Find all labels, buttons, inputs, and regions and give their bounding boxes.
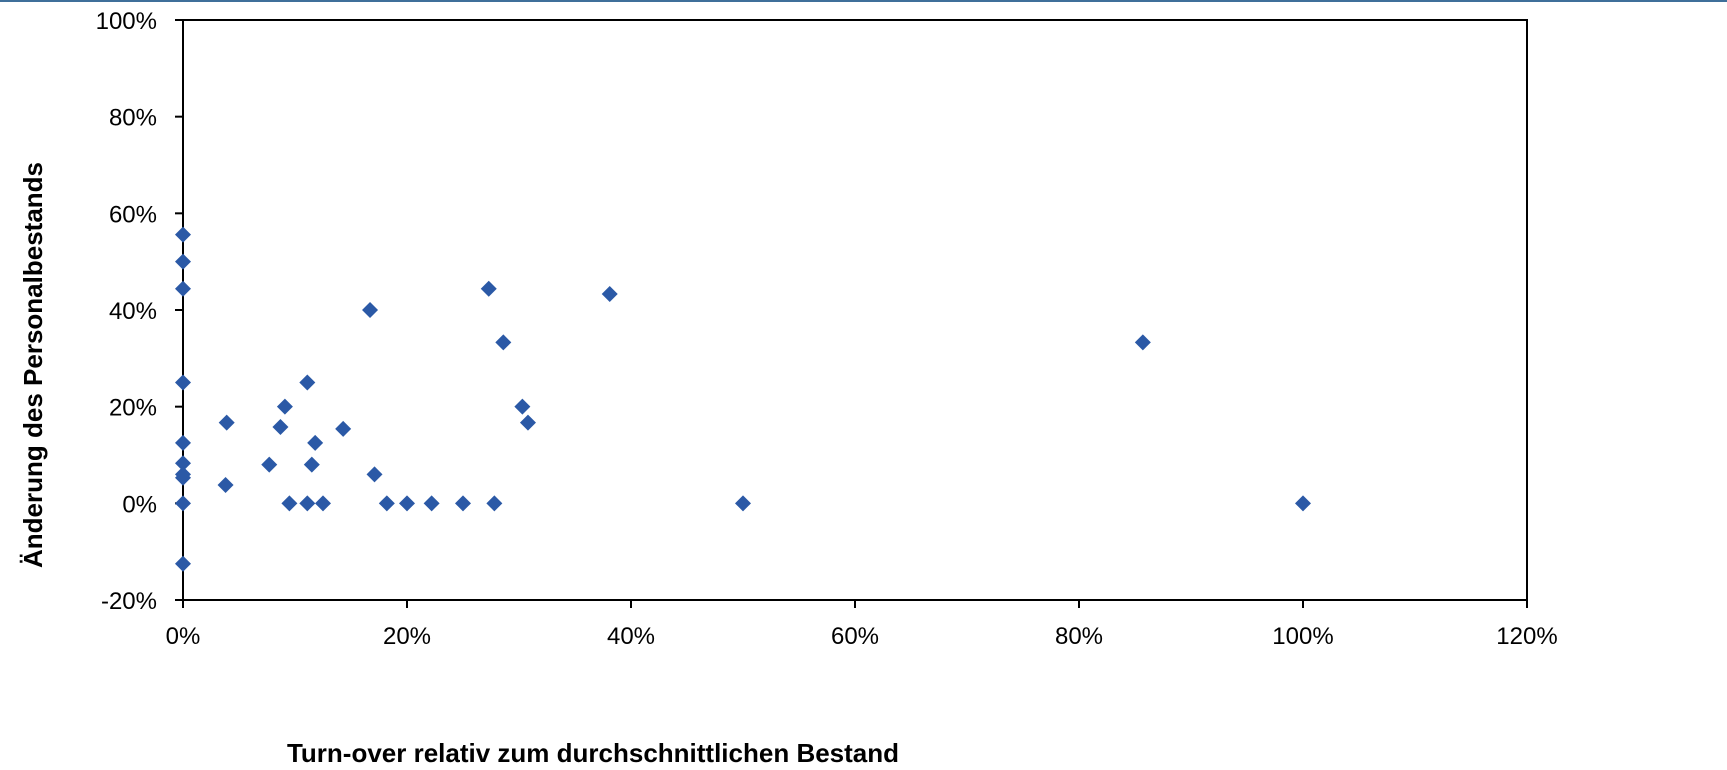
data-point xyxy=(495,334,512,351)
data-point xyxy=(399,495,415,512)
x-tick-label: 120% xyxy=(1496,623,1557,650)
data-point xyxy=(366,466,383,483)
data-point xyxy=(362,302,379,318)
data-point xyxy=(299,495,316,512)
data-point xyxy=(303,456,320,473)
plot-area xyxy=(182,19,1528,601)
y-tick-label: 60% xyxy=(109,201,157,228)
x-tick-label: 60% xyxy=(831,623,879,650)
data-point xyxy=(315,495,331,512)
data-point xyxy=(175,434,191,451)
x-axis: 0% 20% 40% 60% 80% 100% 120% xyxy=(166,600,1558,650)
x-tick-label: 80% xyxy=(1055,623,1103,650)
x-axis-title: Turn-over relativ zum durchschnittlichen… xyxy=(287,738,899,768)
data-point xyxy=(175,455,191,472)
data-point xyxy=(272,418,289,435)
data-point xyxy=(335,420,352,437)
y-tick-label: 100% xyxy=(96,8,157,35)
data-point xyxy=(175,495,191,512)
data-point xyxy=(735,495,751,512)
y-tick-label: 40% xyxy=(109,298,157,325)
y-tick-label: 20% xyxy=(109,395,157,422)
data-point xyxy=(480,280,497,297)
data-point xyxy=(175,469,191,486)
plot-border xyxy=(182,19,1528,601)
data-point xyxy=(217,476,234,493)
data-point xyxy=(307,434,324,451)
data-point xyxy=(276,398,293,415)
y-tick-label: -20% xyxy=(101,588,157,615)
data-point xyxy=(378,495,395,512)
data-point xyxy=(519,414,536,431)
x-tick-label: 40% xyxy=(607,623,655,650)
data-point xyxy=(281,495,298,512)
data-point xyxy=(486,495,503,512)
data-point xyxy=(455,495,471,512)
y-axis: -20% 0% 20% 40% 60% 80% 100% xyxy=(96,8,183,615)
data-point xyxy=(175,374,191,391)
y-tick-label: 0% xyxy=(122,491,157,518)
data-point xyxy=(514,398,531,415)
x-tick-label: 20% xyxy=(383,623,431,650)
data-point xyxy=(1134,334,1151,351)
data-point xyxy=(423,495,440,512)
data-point xyxy=(175,555,191,572)
data-point xyxy=(261,456,278,473)
data-points xyxy=(175,226,1311,572)
data-point xyxy=(175,280,191,297)
data-point xyxy=(175,226,191,243)
x-tick-label: 100% xyxy=(1272,623,1333,650)
data-point xyxy=(1295,495,1311,512)
x-tick-label: 0% xyxy=(166,623,201,650)
y-axis-title: Änderung des Personalbestands xyxy=(18,162,48,568)
data-point xyxy=(218,414,235,431)
data-point xyxy=(299,374,316,391)
header-rule xyxy=(0,0,1727,2)
y-tick-label: 80% xyxy=(109,105,157,132)
data-point xyxy=(601,286,618,303)
data-point xyxy=(175,253,191,270)
